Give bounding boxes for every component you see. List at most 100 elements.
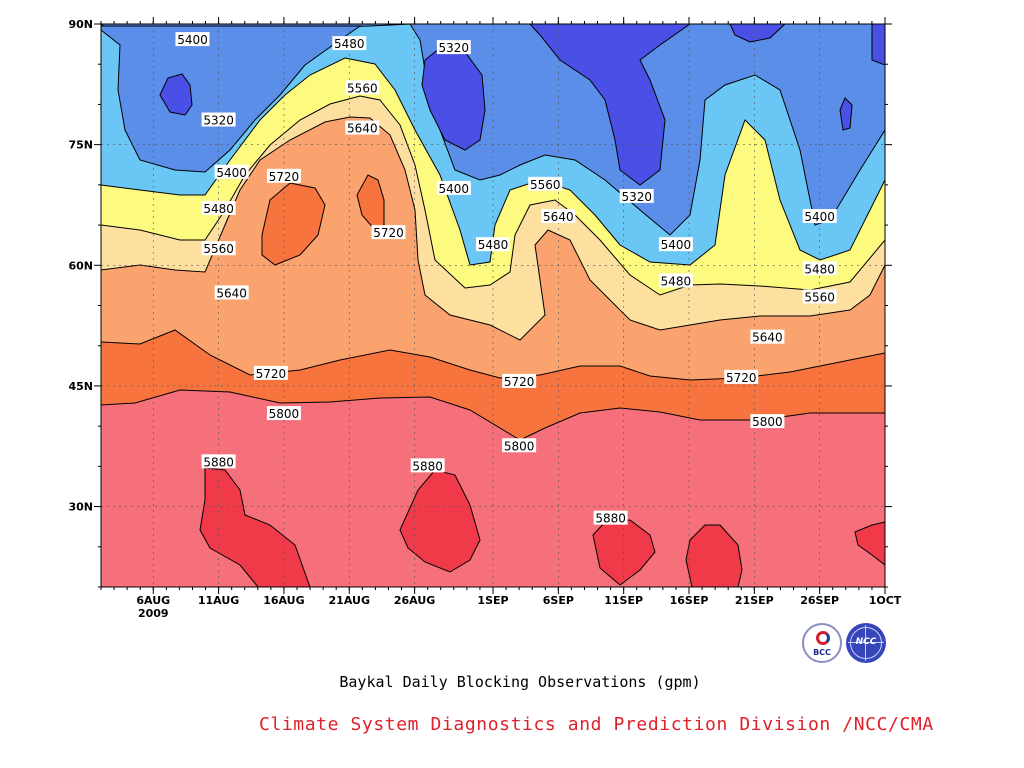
contour-label-bg xyxy=(201,112,236,127)
x-tick-label: 6AUG xyxy=(136,594,170,607)
y-tick-label: 90N xyxy=(68,18,93,31)
x-tick-label: 16AUG xyxy=(263,594,304,607)
contour-label-bg xyxy=(201,454,236,469)
contour-label-bg xyxy=(658,237,693,252)
contour-label: 5320 xyxy=(621,190,652,204)
contour-label-bg xyxy=(201,200,236,215)
low-5320-sep11 xyxy=(529,24,691,186)
low-5320-sep29 xyxy=(839,97,853,131)
low-5320-sep21 xyxy=(729,24,786,43)
contour-label-bg xyxy=(750,414,785,429)
contour-label: 5720 xyxy=(726,371,757,385)
x-tick-label: 26AUG xyxy=(394,594,435,607)
x-tick-label: 6SEP xyxy=(543,594,574,607)
high-5880-oct1 xyxy=(854,521,885,566)
x-tick-label: 11AUG xyxy=(198,594,239,607)
contour-label-bg xyxy=(619,188,654,203)
contour-label: 5640 xyxy=(752,331,783,345)
x-tick-label: 1OCT xyxy=(869,594,902,607)
contour-label: 5640 xyxy=(543,210,574,224)
chart-title: Baykal Daily Blocking Observations (gpm) xyxy=(339,673,701,691)
x-tick-label: 1SEP xyxy=(477,594,508,607)
contour-label: 5720 xyxy=(269,170,300,184)
high-5880-aug11 xyxy=(199,467,311,587)
bcc-logo-text: BCC xyxy=(813,648,831,657)
contour-label-bg xyxy=(436,180,471,195)
contour-label-bg xyxy=(410,458,445,473)
contour-label: 5400 xyxy=(439,182,470,196)
high-5720-aug16 xyxy=(261,182,326,266)
high-5720-aug24 xyxy=(356,174,385,231)
contour-label: 5560 xyxy=(203,242,234,256)
contour-label: 5320 xyxy=(203,114,234,128)
contour-label-bg xyxy=(502,438,537,453)
contour-label: 5560 xyxy=(347,81,378,95)
band-5320-5400-left xyxy=(101,25,362,173)
y-tick-label: 75N xyxy=(68,139,93,152)
contour-label: 5480 xyxy=(203,202,234,216)
high-5880-sep18 xyxy=(685,524,743,587)
contour-label: 5560 xyxy=(804,290,835,304)
contour-label: 5320 xyxy=(439,41,470,55)
filled-contours xyxy=(101,24,885,587)
contour-label-bg xyxy=(253,365,288,380)
contour-label: 5800 xyxy=(504,439,535,453)
contour-label: 5640 xyxy=(347,122,378,136)
contour-label-bg xyxy=(528,176,563,191)
contour-label: 5880 xyxy=(203,455,234,469)
contour-label-bg xyxy=(345,80,380,95)
contour-label-bg xyxy=(371,225,406,240)
contour-label: 5560 xyxy=(530,178,561,192)
contour-label: 5720 xyxy=(373,226,404,240)
y-tick-label: 45N xyxy=(68,380,93,393)
x-tick-label: 21AUG xyxy=(329,594,370,607)
contour-label: 5400 xyxy=(216,166,247,180)
y-tick-label: 60N xyxy=(68,259,93,272)
contour-label-bg xyxy=(436,40,471,55)
x-tick-sublabel: 2009 xyxy=(138,607,169,620)
contour-label: 5880 xyxy=(412,459,443,473)
contour-label: 5800 xyxy=(269,407,300,421)
ncc-logo-text: NCC xyxy=(855,637,877,647)
contour-label-bg xyxy=(724,369,759,384)
contour-label-bg xyxy=(658,273,693,288)
contour-label-bg xyxy=(750,329,785,344)
contour-labels: 5400 5320 5400 5480 5560 5640 5720 5480 5560 5640… xyxy=(175,32,837,526)
contour-label-bg xyxy=(266,406,301,421)
contour-label-bg xyxy=(476,237,510,252)
contour-label-bg xyxy=(802,261,837,276)
contour-label: 5480 xyxy=(478,238,509,252)
low-5320-oct1 xyxy=(871,24,885,66)
high-5880-aug27 xyxy=(399,469,481,573)
contour-label-bg xyxy=(802,289,837,304)
contour-label: 5720 xyxy=(256,367,287,381)
contour-label-bg xyxy=(345,120,380,135)
contour-label-bg xyxy=(541,209,576,224)
plot-area xyxy=(101,24,885,587)
contour-label: 5400 xyxy=(804,210,835,224)
credit-line: Climate System Diagnostics and Predictio… xyxy=(259,714,934,735)
x-tick-label: 26SEP xyxy=(800,594,839,607)
contour-label-bg xyxy=(502,373,537,388)
contour-label-bg xyxy=(593,510,628,525)
contour-label-bg xyxy=(201,241,236,256)
y-tick-label: 30N xyxy=(68,501,93,514)
x-tick-label: 21SEP xyxy=(735,594,774,607)
low-5320-aug11 xyxy=(159,73,193,116)
contour-label-bg xyxy=(332,36,367,51)
contour-label-bg xyxy=(214,285,249,300)
contour-label: 5880 xyxy=(595,512,626,526)
ncc-logo: NCC xyxy=(846,623,886,663)
contour-label-bg xyxy=(266,168,301,183)
contour-label: 5480 xyxy=(334,37,365,51)
x-tick-label: 16SEP xyxy=(670,594,709,607)
contour-label: 5720 xyxy=(504,375,535,389)
contour-label-bg xyxy=(214,164,249,179)
contour-label: 5480 xyxy=(661,274,692,288)
contour-label-bg xyxy=(802,209,837,224)
contour-label: 5400 xyxy=(661,238,692,252)
contour-label: 5480 xyxy=(804,262,835,276)
contour-label: 5400 xyxy=(177,33,208,47)
